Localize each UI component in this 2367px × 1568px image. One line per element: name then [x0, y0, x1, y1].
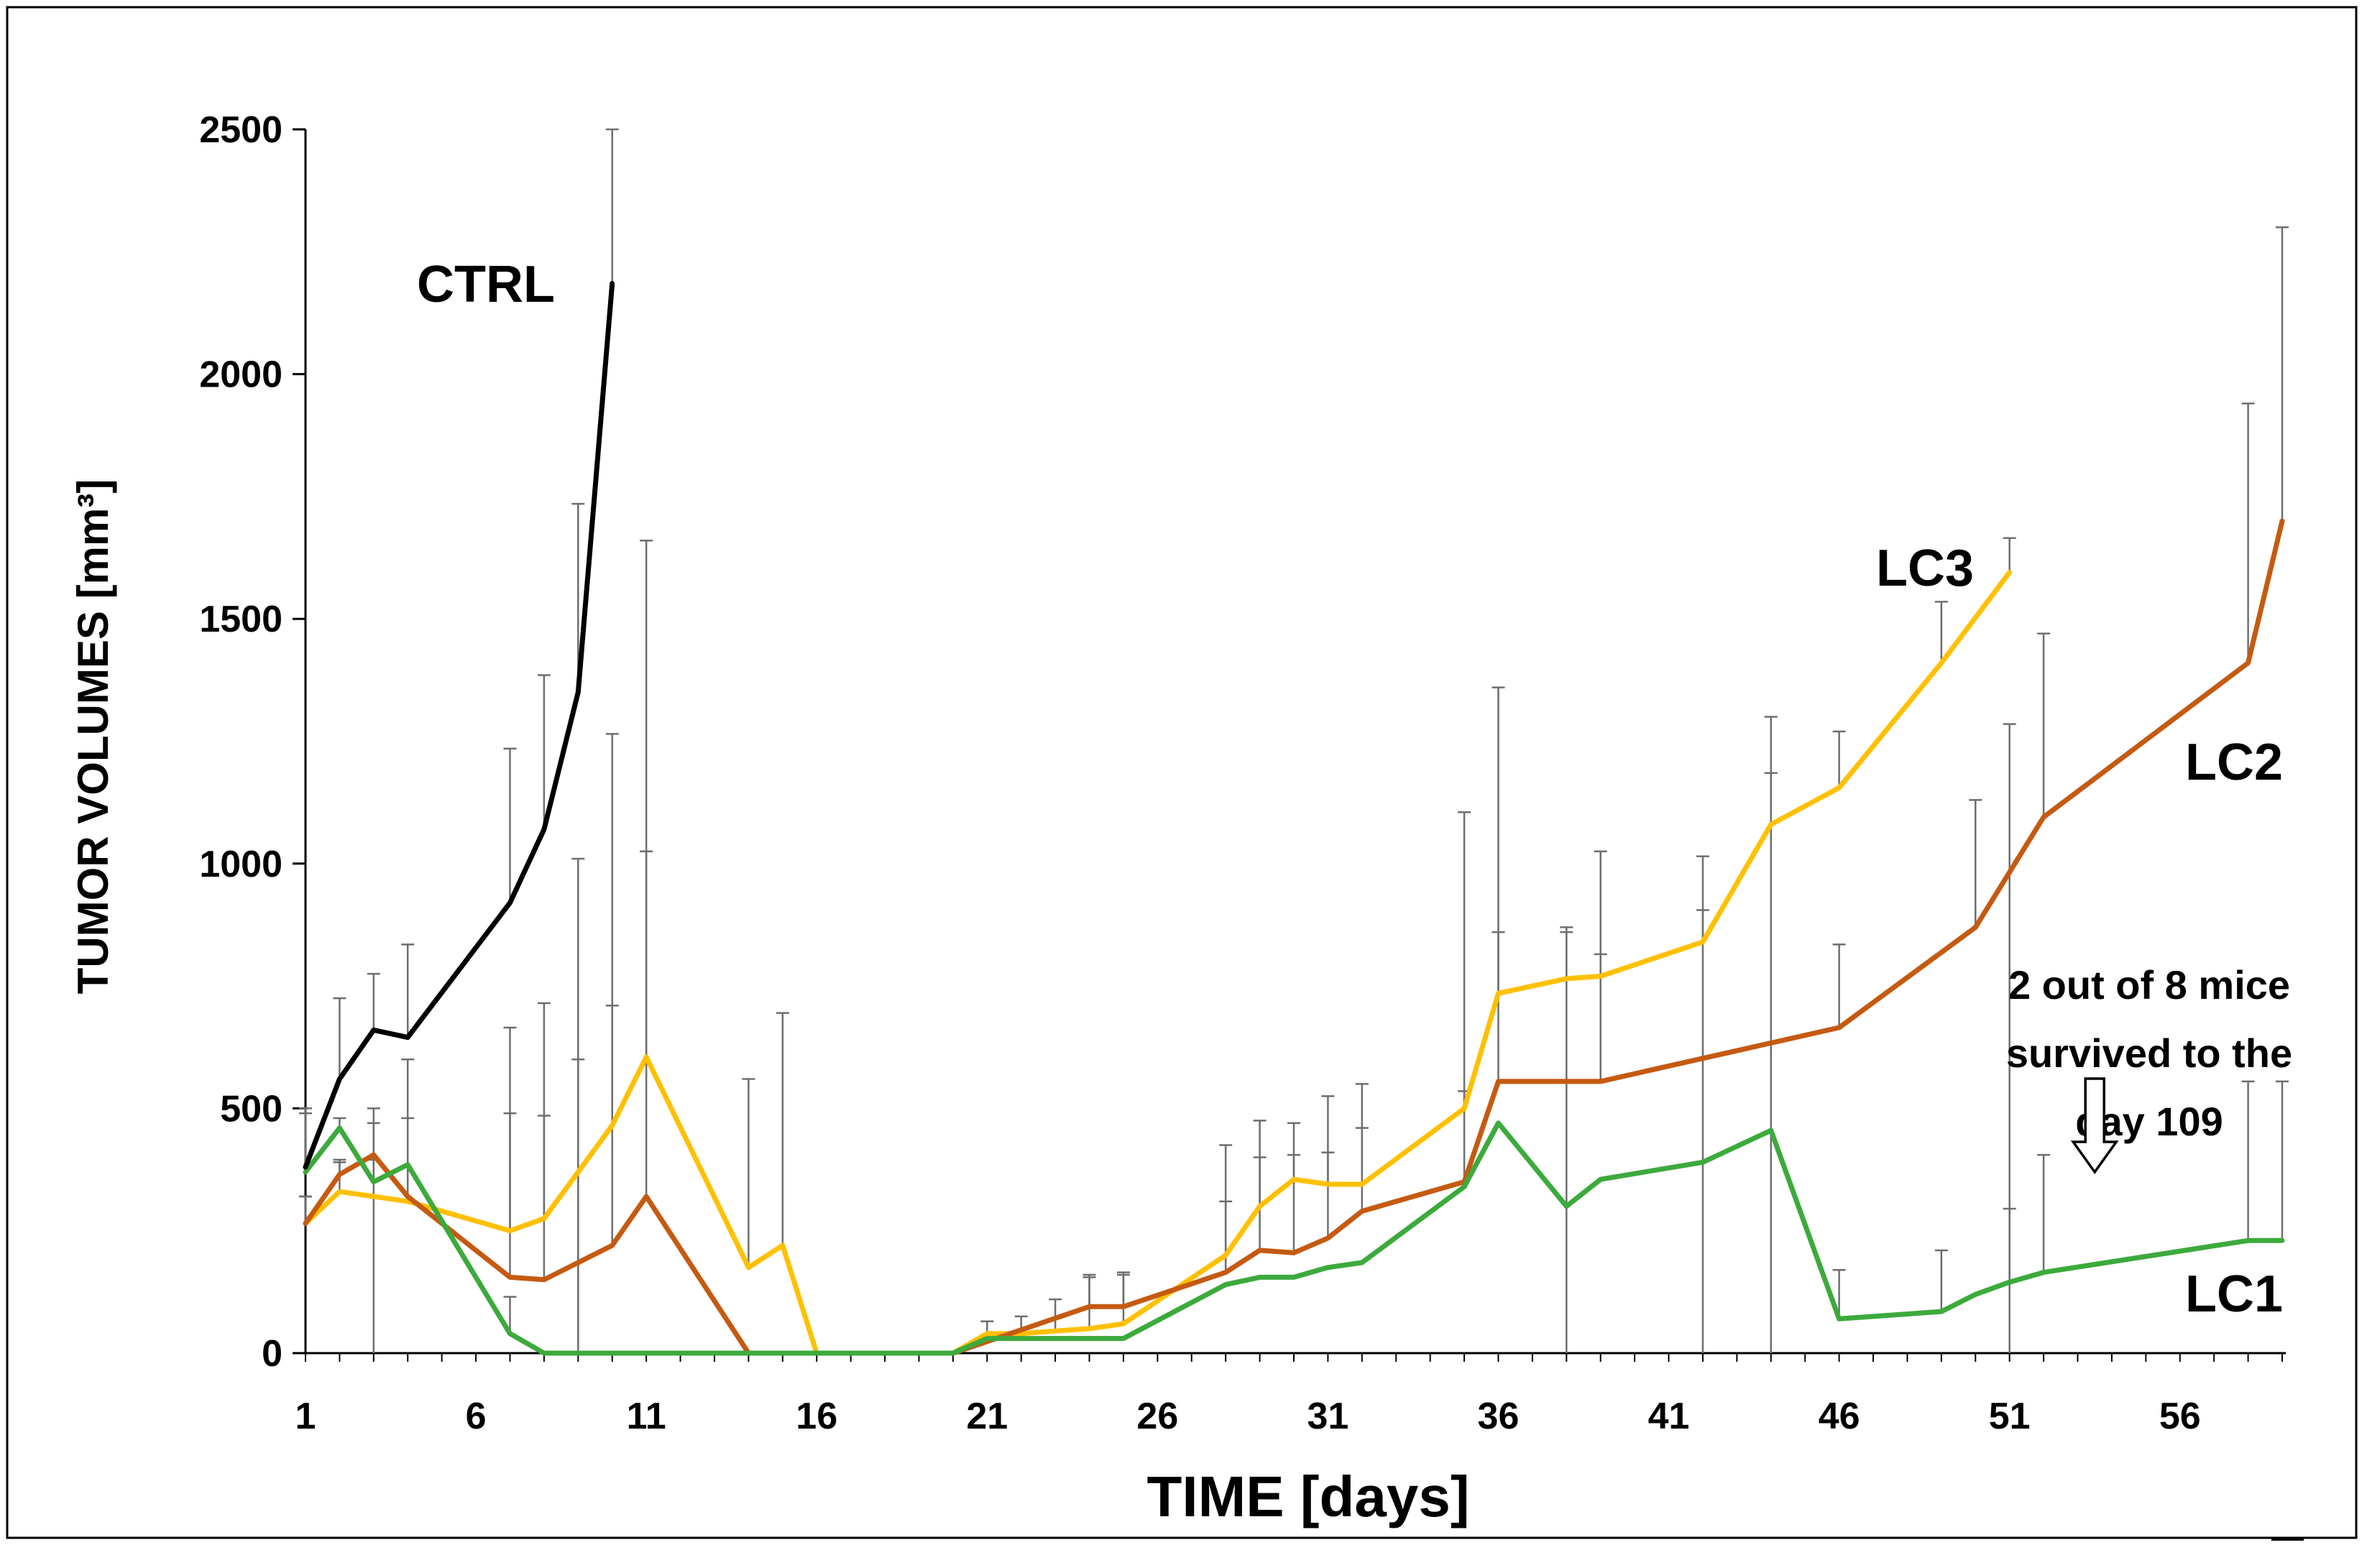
- x-tick-label: 36: [1478, 1396, 1520, 1437]
- annotation-line-2: survived to the: [2006, 1030, 2292, 1076]
- label-ctrl: CTRL: [417, 256, 555, 313]
- x-tick-label: 6: [466, 1396, 487, 1437]
- x-axis-title: TIME [days]: [1147, 1465, 1470, 1528]
- y-tick-label: 0: [262, 1333, 282, 1375]
- annotation-line-1: 2 out of 8 mice: [2008, 962, 2290, 1007]
- y-tick-label: 500: [220, 1088, 282, 1130]
- x-tick-label: 51: [1989, 1396, 2031, 1437]
- x-tick-label: 11: [627, 1396, 666, 1437]
- x-tick-label: 16: [796, 1396, 837, 1437]
- label-lc3: LC3: [1876, 540, 1974, 597]
- down-arrow-shape: [2070, 1077, 2119, 1174]
- x-tick-label: 46: [1819, 1396, 1860, 1437]
- label-lc2: LC2: [2185, 734, 2283, 791]
- x-tick-label: 41: [1648, 1396, 1690, 1437]
- chart-frame: [6, 6, 2358, 1539]
- y-tick-label: 2000: [199, 354, 282, 396]
- y-tick-label: 1000: [199, 844, 282, 885]
- series-lines: [303, 281, 2285, 1356]
- series-line-lc3: [303, 570, 2013, 1356]
- x-tick-label: 31: [1307, 1396, 1348, 1437]
- series-line-ctrl: [303, 281, 615, 1170]
- label-lc1: LC1: [2185, 1265, 2283, 1323]
- down-arrow-icon: [2070, 1077, 2119, 1174]
- y-axis-title: TUMOR VOLUMES [mm³]: [69, 479, 117, 995]
- error-bars: [299, 128, 2289, 1353]
- series-line-lc2: [303, 518, 2285, 1356]
- x-tick-label: 56: [2159, 1396, 2201, 1437]
- series-line-lc1: [303, 1120, 2285, 1356]
- x-tick-label: 21: [966, 1396, 1008, 1437]
- x-tick-label: 1: [295, 1396, 316, 1437]
- y-tick-label: 2500: [199, 109, 282, 151]
- y-tick-label: 1500: [199, 599, 282, 640]
- x-tick-label: 26: [1136, 1396, 1178, 1437]
